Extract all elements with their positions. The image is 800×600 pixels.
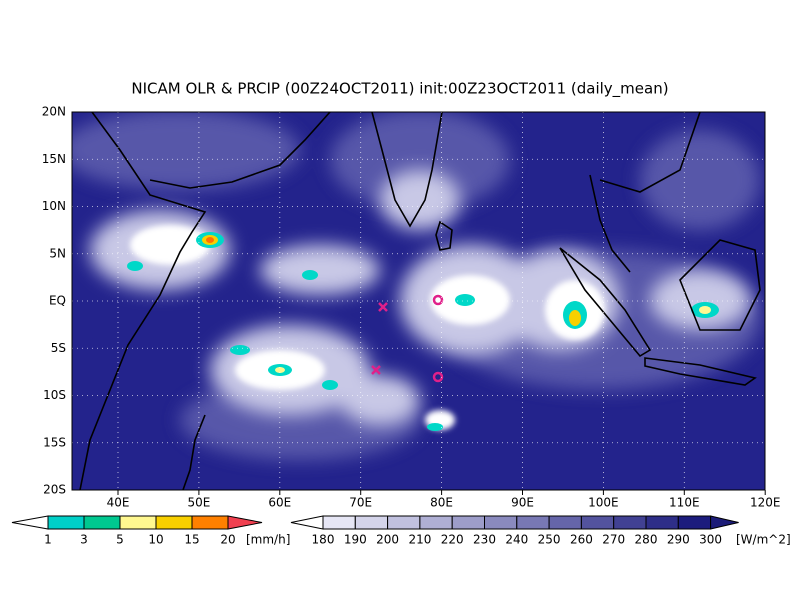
olr-label: 230 xyxy=(473,533,496,547)
map-area xyxy=(72,112,765,490)
lat-label: 15N xyxy=(42,152,66,166)
olr-label: 190 xyxy=(344,533,367,547)
precip-label: 20 xyxy=(220,533,235,547)
coastlines xyxy=(79,112,761,490)
olr-unit: [W/m^2] xyxy=(736,533,791,547)
olr-label: 200 xyxy=(376,533,399,547)
olr-swatch xyxy=(387,515,421,530)
map-frame xyxy=(71,111,766,491)
lon-label: 40E xyxy=(107,496,130,510)
precip-patches xyxy=(127,232,719,431)
lon-label: 50E xyxy=(187,496,210,510)
olr-label: 270 xyxy=(602,533,625,547)
precip-label: 5 xyxy=(116,533,124,547)
precip-unit: [mm/h] xyxy=(246,533,290,547)
lat-label: 20N xyxy=(42,105,66,119)
olr-swatch xyxy=(613,515,647,530)
precip-swatch xyxy=(83,515,121,530)
olr-label: 290 xyxy=(667,533,690,547)
lat-label: 10N xyxy=(42,199,66,213)
precip-arrow-high xyxy=(227,515,263,530)
lat-label: 10S xyxy=(43,388,66,402)
lat-label: 5N xyxy=(49,246,66,260)
olr-label: 180 xyxy=(312,533,335,547)
olr-swatch xyxy=(645,515,679,530)
precip-swatch xyxy=(47,515,85,530)
lat-label: 15S xyxy=(43,435,66,449)
olr-swatch xyxy=(484,515,518,530)
lat-label: 20S xyxy=(43,483,66,497)
olr-swatch xyxy=(516,515,550,530)
precip-swatch xyxy=(155,515,193,530)
olr-swatch xyxy=(322,515,356,530)
lon-label: 110E xyxy=(669,496,700,510)
olr-label: 220 xyxy=(441,533,464,547)
olr-swatch xyxy=(548,515,582,530)
olr-swatch xyxy=(419,515,453,530)
olr-label: 260 xyxy=(570,533,593,547)
precip-label: 1 xyxy=(44,533,52,547)
lon-label: 70E xyxy=(349,496,372,510)
olr-label: 280 xyxy=(635,533,658,547)
lon-label: 120E xyxy=(750,496,781,510)
precip-label: 15 xyxy=(184,533,199,547)
lon-label: 80E xyxy=(430,496,453,510)
olr-swatch xyxy=(451,515,486,530)
precip-swatch xyxy=(191,515,229,530)
olr-swatch xyxy=(354,515,389,530)
precip-swatch xyxy=(119,515,157,530)
olr-label: 250 xyxy=(538,533,561,547)
lon-label: 100E xyxy=(588,496,619,510)
lon-label: 90E xyxy=(511,496,534,510)
lat-label: EQ xyxy=(49,294,66,308)
precip-label: 3 xyxy=(80,533,88,547)
olr-arrow-high xyxy=(710,515,739,530)
olr-label: 300 xyxy=(699,533,722,547)
olr-arrow-low xyxy=(290,515,324,530)
olr-label: 240 xyxy=(505,533,528,547)
precip-arrow-low xyxy=(11,515,49,530)
olr-label: 210 xyxy=(408,533,431,547)
lon-label: 60E xyxy=(268,496,291,510)
precip-label: 10 xyxy=(148,533,163,547)
lat-label: 5S xyxy=(51,341,66,355)
map-title: NICAM OLR & PRCIP (00Z24OCT2011) init:00… xyxy=(131,80,668,99)
olr-swatch xyxy=(580,515,615,530)
olr-swatch xyxy=(677,515,712,530)
